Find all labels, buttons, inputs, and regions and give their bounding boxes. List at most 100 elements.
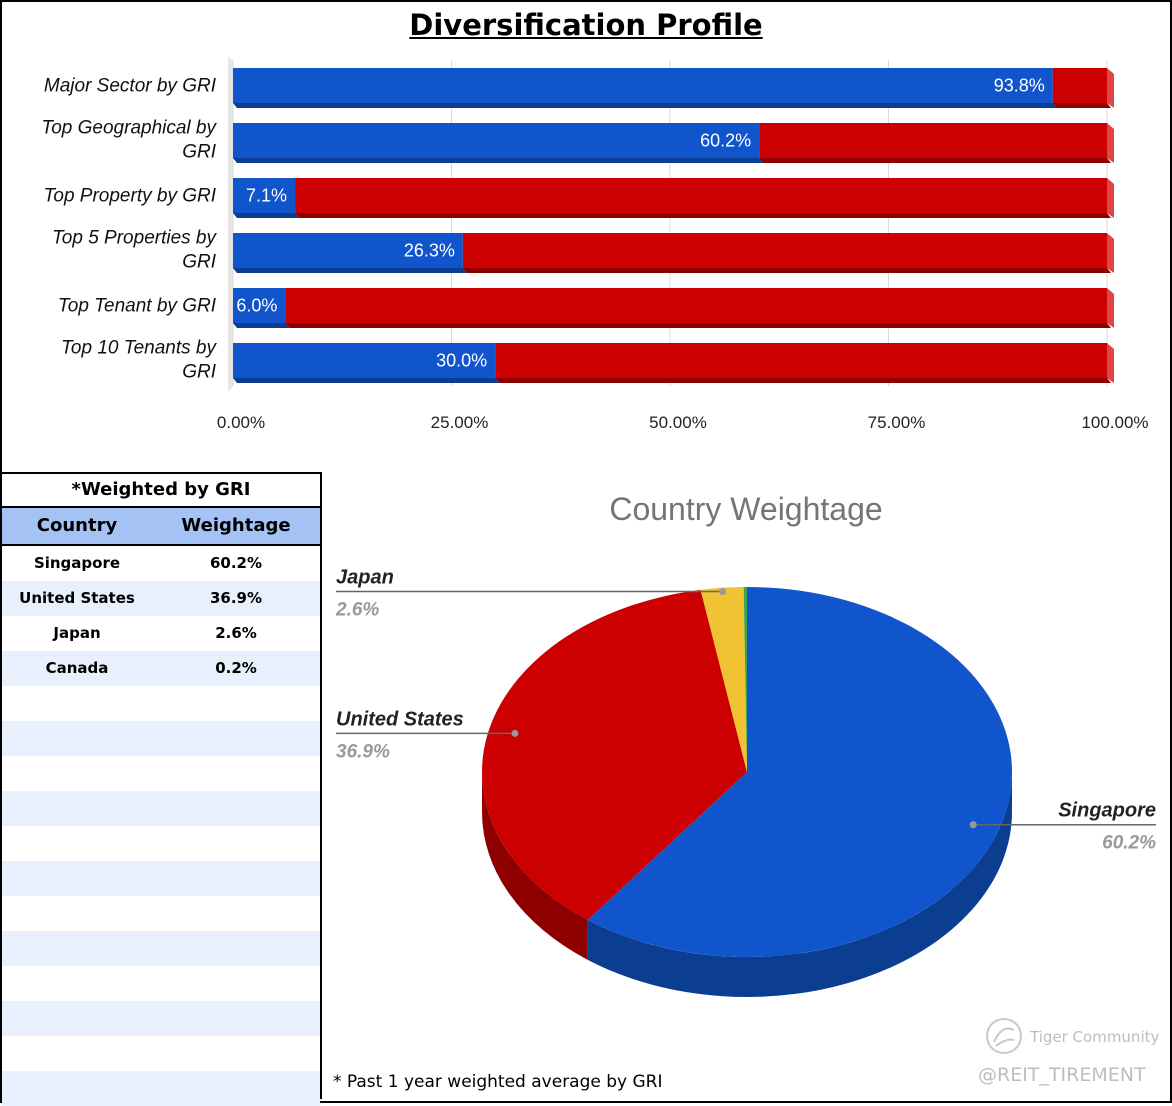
weightage-table: *Weighted by GRI Country Weightage Singa…	[2, 472, 322, 1106]
cell-country: Canada	[45, 659, 109, 677]
category-label: GRI	[182, 252, 217, 273]
pie-label-name: United States	[336, 708, 464, 730]
bar-segment-primary	[233, 233, 463, 268]
cell-weightage: 0.2%	[215, 659, 257, 677]
x-tick-label: 100.00%	[1081, 413, 1148, 432]
empty-row	[2, 1036, 320, 1071]
category-label: Top Property by GRI	[44, 186, 217, 207]
watermark-brand: Tiger Community	[1030, 1028, 1160, 1046]
bar-chart: 0.00% 25.00% 50.00% 75.00% 100.00% 93.8% Major…	[41, 56, 1149, 432]
bar-value-label: 93.8%	[994, 76, 1045, 96]
leader-dot	[511, 729, 519, 737]
table-row: Singapore 60.2%	[2, 546, 320, 581]
bar-end-face	[1107, 68, 1114, 108]
category-label: GRI	[182, 362, 217, 383]
bar-shade-primary	[233, 213, 300, 218]
bar-end-face	[1107, 233, 1114, 273]
empty-row	[2, 1071, 320, 1106]
bar-segment-remainder	[495, 343, 1107, 378]
empty-row	[2, 1001, 320, 1036]
pie-slice	[700, 587, 747, 772]
bar-shade-remainder	[295, 213, 1112, 218]
bar-segment-primary	[233, 68, 1053, 103]
pie-label-value: 36.9%	[336, 741, 390, 762]
bar-value-label: 7.1%	[246, 186, 287, 206]
table-row: United States 36.9%	[2, 581, 320, 616]
category-label: Top Geographical by	[41, 118, 217, 139]
cell-country: Singapore	[33, 554, 121, 572]
bar-segment-remainder	[1052, 68, 1107, 103]
pie-slice-side	[482, 772, 588, 960]
empty-row	[2, 861, 320, 896]
table-row: Canada 0.2%	[2, 651, 320, 686]
chart-wall	[228, 56, 233, 392]
bar-end-face	[1107, 178, 1114, 218]
bar-value-label: 26.3%	[404, 241, 455, 261]
bar-shade-primary	[233, 268, 467, 273]
cell-country: Japan	[53, 624, 101, 642]
x-tick-label: 25.00%	[431, 413, 489, 432]
empty-row	[2, 756, 320, 791]
empty-row	[2, 721, 320, 756]
bar-value-label: 60.2%	[700, 131, 751, 151]
header-country: Country	[36, 515, 118, 536]
bar-value-label: 6.0%	[236, 296, 277, 316]
cell-country: United States	[19, 589, 135, 607]
pie-slice	[587, 587, 1012, 957]
cell-weightage: 36.9%	[209, 589, 263, 607]
watermark-handle: @REIT_TIREMENT	[978, 1064, 1146, 1086]
empty-row	[2, 896, 320, 931]
bar-shade-primary	[233, 158, 764, 163]
empty-row	[2, 791, 320, 826]
pie-slice	[743, 587, 747, 772]
pie-title: Country Weightage	[609, 491, 882, 527]
pie-slice	[481, 589, 747, 920]
leader-dot	[719, 588, 727, 596]
category-label: Top Tenant by GRI	[58, 296, 217, 317]
pie-slice-side	[587, 772, 1012, 998]
chart-title: Diversification Profile	[409, 8, 763, 42]
x-tick-label: 0.00%	[217, 413, 265, 432]
bar-segment-remainder	[759, 123, 1107, 158]
bar-segment-remainder	[285, 288, 1107, 323]
pie-label-value: 60.2%	[1102, 833, 1156, 854]
watermark-logo	[984, 1016, 1024, 1060]
bar-shade-primary	[233, 378, 500, 383]
bar-segment-remainder	[295, 178, 1108, 213]
bar-segment-primary	[233, 123, 760, 158]
category-label: GRI	[182, 142, 217, 163]
category-label: Major Sector by GRI	[44, 76, 217, 97]
pie-chart: Country Weightage Singapore 60.2% United St…	[335, 491, 1156, 998]
x-tick-label: 75.00%	[868, 413, 926, 432]
bar-segment-primary	[233, 288, 286, 323]
pie-label-name: Singapore	[1058, 800, 1156, 822]
table-row: Japan 2.6%	[2, 616, 320, 651]
bar-shade-primary	[233, 103, 1057, 108]
bar-end-face	[1107, 288, 1114, 328]
empty-row	[2, 931, 320, 966]
empty-row	[2, 826, 320, 861]
bar-end-face	[1107, 123, 1114, 163]
bar-shade-remainder	[495, 378, 1111, 383]
bar-segment-remainder	[462, 233, 1107, 268]
bar-shade-remainder	[1052, 103, 1111, 108]
bar-shade-remainder	[285, 323, 1111, 328]
bar-end-face	[1107, 343, 1114, 383]
category-label: Top 5 Properties by	[52, 228, 218, 249]
bar-shade-primary	[233, 323, 290, 328]
cell-weightage: 2.6%	[215, 624, 257, 642]
cell-weightage: 60.2%	[209, 554, 263, 572]
leader-dot	[969, 821, 977, 829]
tiger-logo-icon	[986, 1018, 1022, 1054]
bar-segment-primary	[233, 178, 296, 213]
footnote: * Past 1 year weighted average by GRI	[333, 1072, 663, 1092]
bar-value-label: 30.0%	[436, 351, 487, 371]
table-header-row: Country Weightage	[2, 508, 320, 546]
category-label: Top 10 Tenants by	[61, 338, 217, 359]
pie-label-name: Japan	[336, 567, 394, 589]
empty-row	[2, 686, 320, 721]
table-title: *Weighted by GRI	[2, 474, 320, 508]
pie-label-value: 2.6%	[335, 600, 379, 621]
bar-shade-remainder	[759, 158, 1111, 163]
